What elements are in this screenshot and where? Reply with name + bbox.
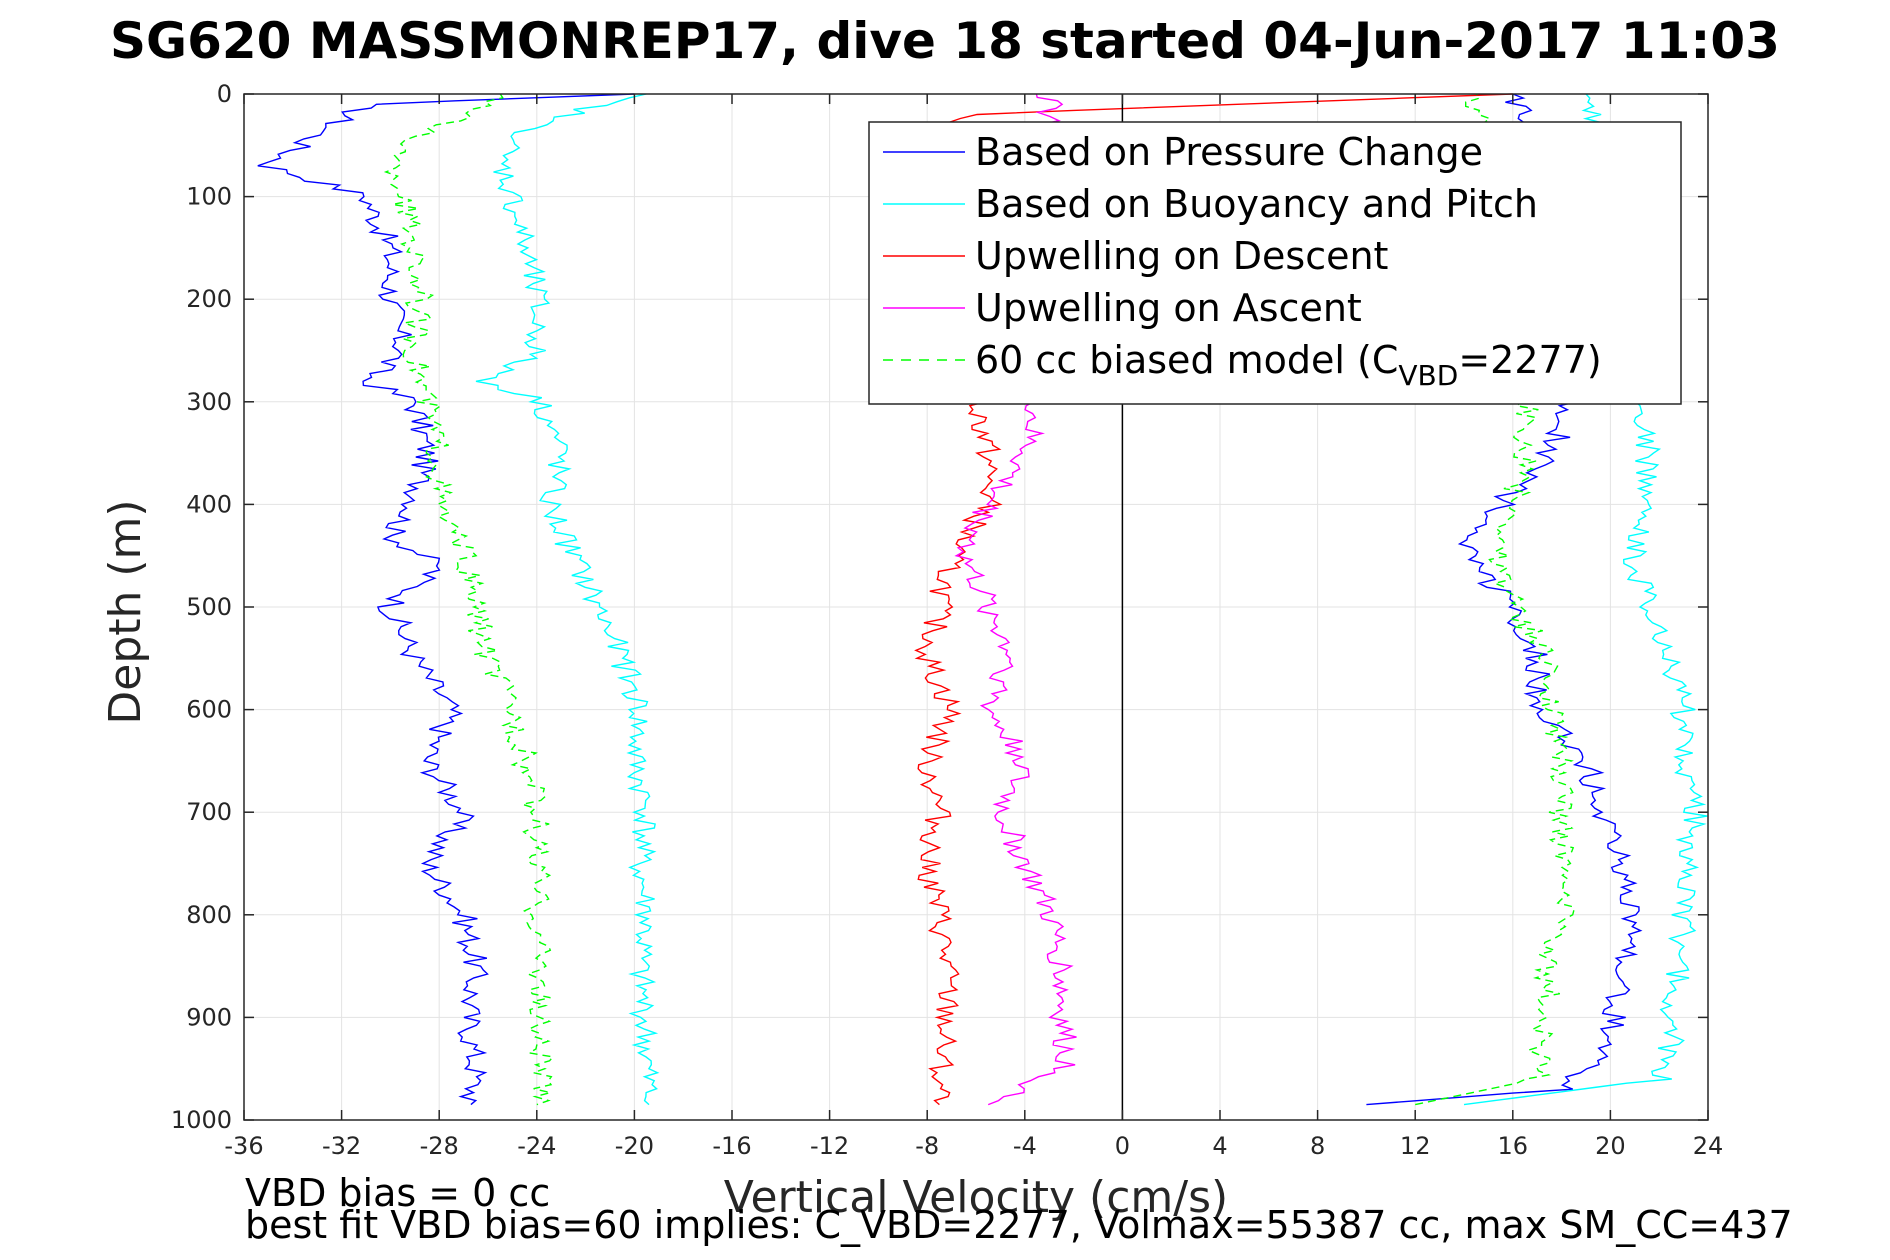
y-tick-label: 400 [186,490,232,518]
legend-label: 60 cc biased model (CVBD=2277) [975,338,1602,392]
y-tick-label: 300 [186,388,232,416]
legend-label: Upwelling on Ascent [975,286,1362,330]
x-tick-label: 8 [1310,1132,1325,1160]
x-tick-label: 4 [1212,1132,1227,1160]
y-tick-label: 800 [186,901,232,929]
x-tick-label: -8 [915,1132,939,1160]
y-tick-label: 600 [186,696,232,724]
series-line [475,93,660,1106]
y-tick-label: 200 [186,285,232,313]
y-tick-label: 700 [186,798,232,826]
y-tick-label: 100 [186,183,232,211]
legend-entries: Based on Pressure Change Based on Buoyanc… [883,130,1602,392]
x-tick-label: -28 [420,1132,459,1160]
vbd-bias-text: VBD bias = 0 cc [245,1171,550,1215]
x-tick-label: 16 [1498,1132,1529,1160]
y-ticks: 0 100 200 300 400 500 600 700 800 900 1000 [171,80,1708,1134]
x-tick-label: 24 [1693,1132,1724,1160]
best-fit-text: best fit VBD bias=60 implies: C_VBD=2277… [245,1203,1793,1247]
legend-label: Upwelling on Descent [975,234,1388,278]
x-tick-label: 20 [1595,1132,1626,1160]
x-tick-label: -4 [1013,1132,1037,1160]
x-tick-label: -16 [712,1132,751,1160]
x-tick-label: 0 [1115,1132,1130,1160]
legend-box [868,121,1682,405]
legend-label: Based on Pressure Change [975,130,1483,174]
x-tick-label: -20 [615,1132,654,1160]
series-line [257,93,635,1106]
x-tick-label: -36 [224,1132,263,1160]
legend-label: Based on Buoyancy and Pitch [975,182,1538,226]
y-tick-label: 900 [186,1003,232,1031]
x-tick-label: -12 [810,1132,849,1160]
series-line [383,93,555,1106]
x-axis-label: Vertical Velocity (cm/s) [724,1172,1228,1223]
x-ticks: -36 -32 -28 -24 -20 -16 -12 -8 -4 0 4 8 12 16 20 24 [224,94,1723,1160]
y-tick-label: 1000 [171,1106,232,1134]
y-tick-label: 0 [217,80,232,108]
y-tick-label: 500 [186,593,232,621]
x-tick-label: -32 [322,1132,361,1160]
x-tick-label: 12 [1400,1132,1431,1160]
x-tick-label: -24 [517,1132,556,1160]
y-axis-label: Depth (m) [100,499,151,724]
chart-title: SG620 MASSMONREP17, dive 18 started 04-J… [110,12,1780,70]
legend: Based on Pressure Change Based on Buoyanc… [868,121,1682,405]
